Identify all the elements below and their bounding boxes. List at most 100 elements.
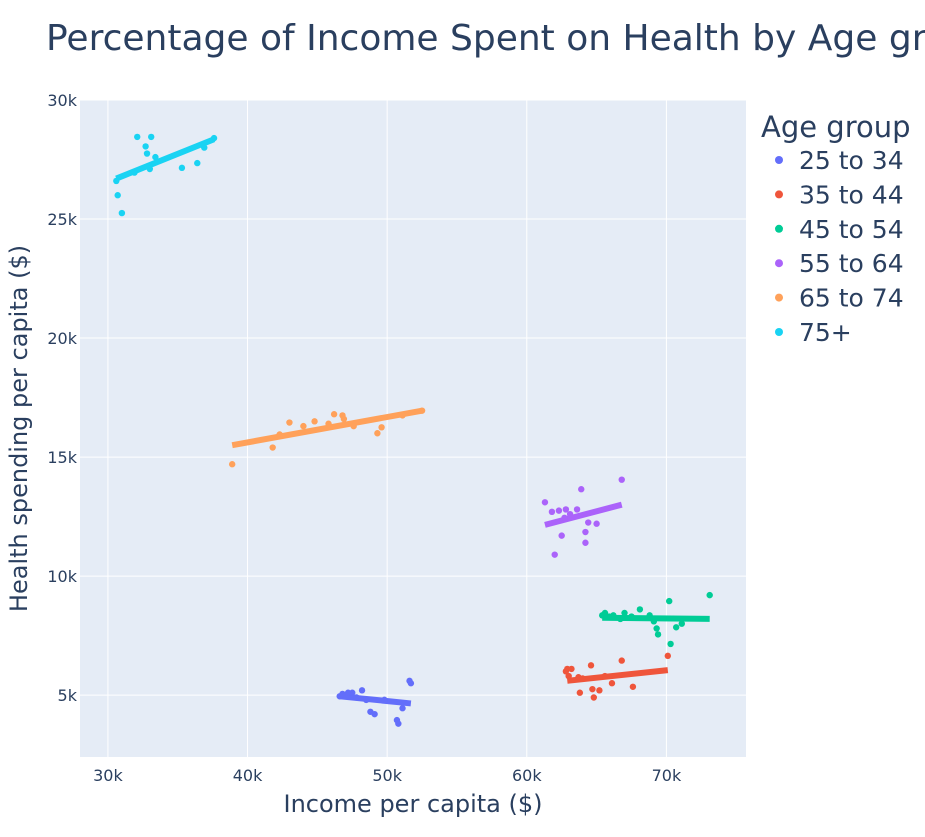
data-point-55-to-64 xyxy=(566,510,574,518)
data-point-75- xyxy=(178,164,186,172)
legend-label: 75+ xyxy=(799,318,852,347)
x-tick-label: 30k xyxy=(93,766,123,785)
data-point-65-to-74 xyxy=(228,461,236,468)
legend-marker xyxy=(775,293,783,302)
x-tick-label: 70k xyxy=(652,766,682,785)
data-point-35-to-44 xyxy=(568,665,575,673)
data-point-65-to-74 xyxy=(340,415,348,423)
data-point-65-to-74 xyxy=(269,444,276,451)
data-point-65-to-74 xyxy=(399,412,406,419)
chart-title: Percentage of Income Spent on Health by … xyxy=(46,18,925,59)
data-point-65-to-74 xyxy=(374,430,381,437)
data-point-45-to-54 xyxy=(636,606,644,613)
y-axis-title: Health spending per capita ($) xyxy=(5,245,33,612)
legend-items: 25 to 34 35 to 44 45 to 54 55 to 64 65 to 74… xyxy=(775,146,904,347)
data-point-75- xyxy=(142,143,149,150)
y-axis-ticks: 5k 10k 15k 20k 25k 30k xyxy=(47,91,77,705)
data-point-75- xyxy=(113,177,120,185)
data-point-65-to-74 xyxy=(311,418,318,425)
data-point-75- xyxy=(152,153,159,161)
data-point-45-to-54 xyxy=(672,624,680,631)
trend-line-25-to-34 xyxy=(339,693,412,707)
legend-marker xyxy=(775,156,783,164)
data-point-35-to-44 xyxy=(576,689,584,696)
data-point-65-to-74 xyxy=(418,407,426,414)
legend-marker xyxy=(775,224,783,233)
data-point-75- xyxy=(148,133,155,141)
data-point-55-to-64 xyxy=(558,532,565,539)
data-point-45-to-54 xyxy=(654,631,662,638)
data-point-45-to-54 xyxy=(653,625,660,632)
legend-marker xyxy=(775,259,783,268)
data-point-55-to-64 xyxy=(593,520,600,527)
data-point-55-to-64 xyxy=(573,506,581,513)
y-tick-label: 20k xyxy=(47,329,77,348)
data-point-75- xyxy=(131,169,138,176)
data-point-55-to-64 xyxy=(548,508,556,516)
data-point-35-to-44 xyxy=(601,672,609,680)
legend-item[interactable]: 65 to 74 xyxy=(775,284,904,313)
data-point-65-to-74 xyxy=(325,420,332,427)
data-point-25-to-34 xyxy=(371,710,378,718)
legend-item[interactable]: 45 to 54 xyxy=(775,215,904,244)
data-point-25-to-34 xyxy=(381,696,388,704)
data-point-45-to-54 xyxy=(646,612,653,619)
data-point-25-to-34 xyxy=(358,687,366,694)
data-point-55-to-64 xyxy=(618,476,625,483)
legend: Age group 25 to 34 35 to 44 45 to 54 55 to … xyxy=(761,110,911,347)
data-point-45-to-54 xyxy=(617,615,624,623)
data-point-35-to-44 xyxy=(565,672,572,680)
data-point-45-to-54 xyxy=(706,591,713,599)
data-point-45-to-54 xyxy=(621,609,628,617)
data-point-35-to-44 xyxy=(596,687,603,694)
y-tick-label: 25k xyxy=(47,210,77,229)
data-point-45-to-54 xyxy=(610,612,617,619)
legend-marker xyxy=(775,190,783,199)
data-point-55-to-64 xyxy=(561,514,568,521)
legend-item[interactable]: 75+ xyxy=(775,318,852,347)
data-point-55-to-64 xyxy=(555,507,563,514)
data-point-75- xyxy=(146,165,154,173)
data-point-35-to-44 xyxy=(587,662,595,669)
data-point-25-to-34 xyxy=(353,694,360,701)
data-point-65-to-74 xyxy=(350,422,357,430)
legend-label: 65 to 74 xyxy=(799,284,904,313)
data-point-35-to-44 xyxy=(664,652,672,660)
legend-item[interactable]: 35 to 44 xyxy=(775,180,904,209)
data-point-55-to-64 xyxy=(541,499,549,506)
plot-area xyxy=(80,100,746,757)
gridlines xyxy=(80,99,746,757)
legend-marker xyxy=(775,328,783,336)
x-tick-label: 40k xyxy=(233,766,263,785)
legend-item[interactable]: 55 to 64 xyxy=(775,249,904,278)
data-point-75- xyxy=(143,150,151,157)
data-point-45-to-54 xyxy=(650,618,658,625)
data-point-55-to-64 xyxy=(582,539,589,546)
data-point-45-to-54 xyxy=(628,613,635,620)
data-point-75- xyxy=(118,209,126,217)
x-tick-label: 50k xyxy=(372,766,402,785)
data-point-45-to-54 xyxy=(601,609,609,617)
data-point-75- xyxy=(201,144,208,151)
data-point-35-to-44 xyxy=(590,694,598,701)
data-point-35-to-44 xyxy=(618,657,625,664)
data-point-75- xyxy=(134,133,141,141)
legend-item[interactable]: 25 to 34 xyxy=(775,146,904,175)
data-point-25-to-34 xyxy=(395,720,402,727)
data-point-65-to-74 xyxy=(300,422,307,430)
x-axis-title: Income per capita ($) xyxy=(284,790,543,818)
data-point-65-to-74 xyxy=(378,424,385,431)
data-point-25-to-34 xyxy=(399,705,406,712)
data-point-25-to-34 xyxy=(349,689,356,696)
data-point-25-to-34 xyxy=(363,696,370,704)
data-point-75- xyxy=(194,159,201,167)
legend-title: Age group xyxy=(761,110,911,144)
data-point-75- xyxy=(210,134,218,142)
data-point-35-to-44 xyxy=(579,675,586,682)
y-tick-label: 15k xyxy=(47,448,77,467)
data-point-55-to-64 xyxy=(562,506,570,513)
data-point-35-to-44 xyxy=(589,685,596,693)
data-point-55-to-64 xyxy=(551,551,558,558)
data-point-45-to-54 xyxy=(666,597,673,605)
